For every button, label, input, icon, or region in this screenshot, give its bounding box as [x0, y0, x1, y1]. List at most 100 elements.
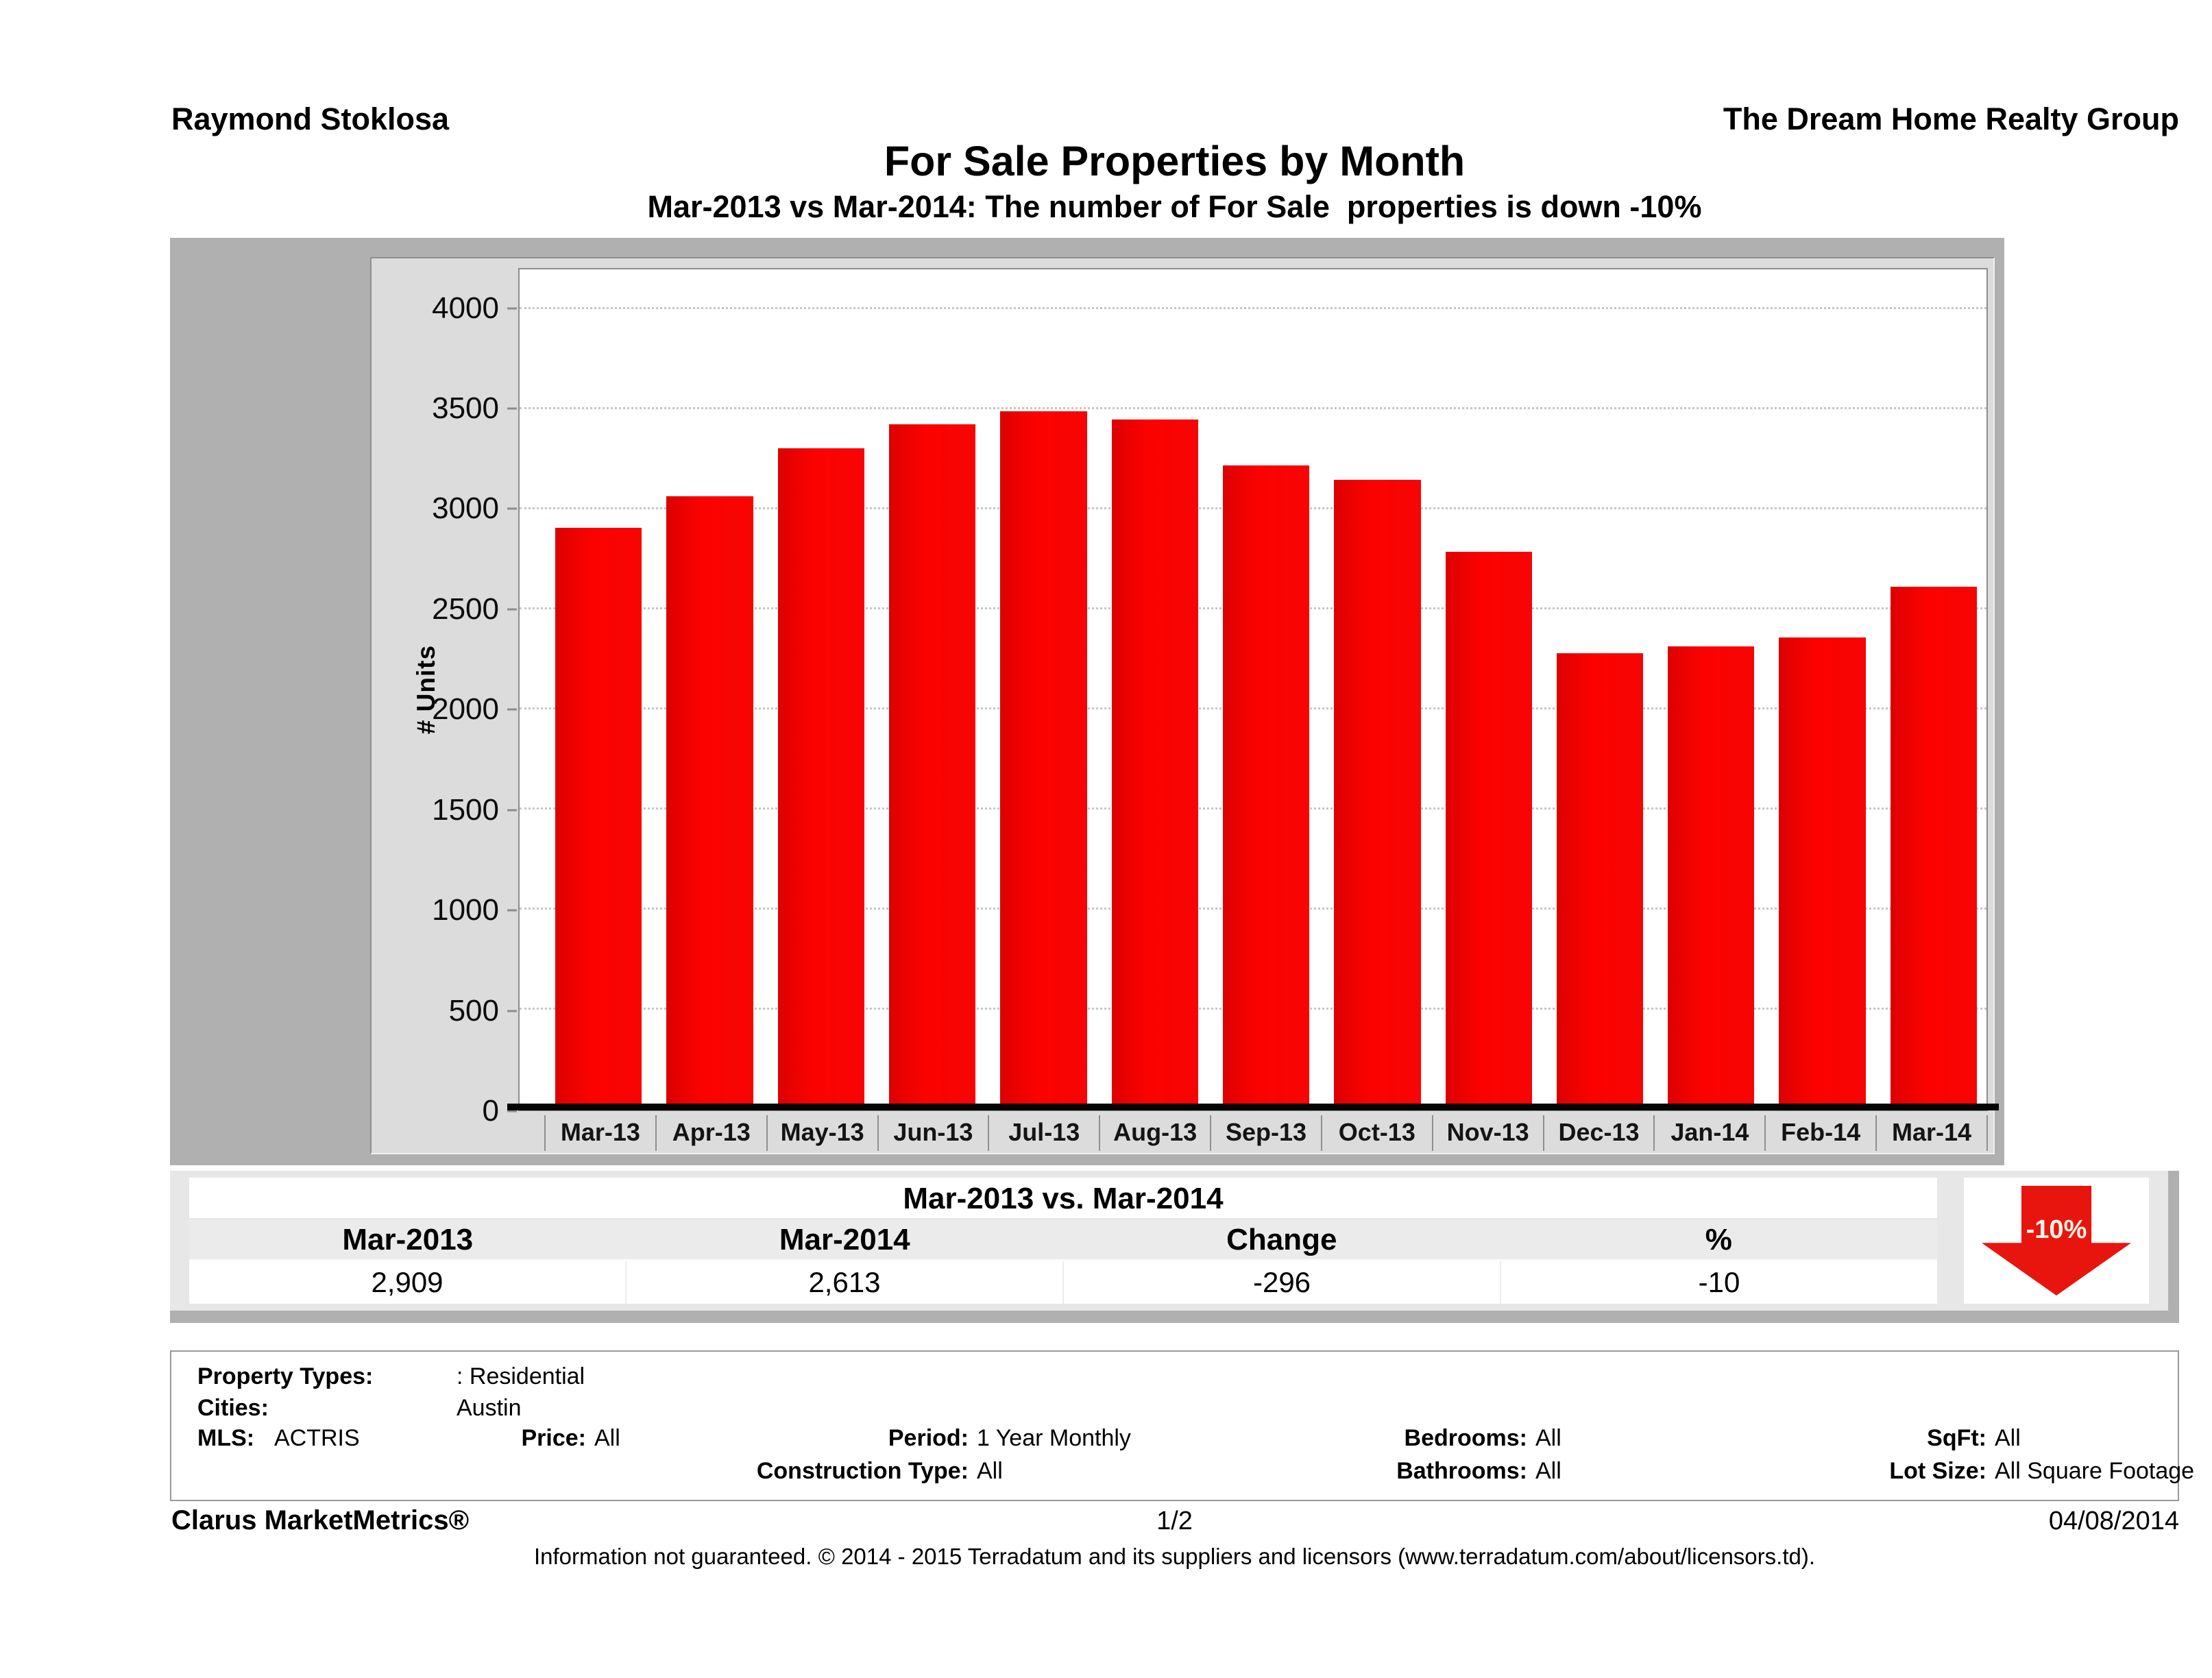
- price-label: Price:: [521, 1425, 587, 1451]
- x-axis-label: Jun-13: [877, 1115, 988, 1151]
- chart-section: # Units 0 500 1000 1500 2000 2500 3000 3500 4000…: [170, 238, 2004, 1165]
- page-indicator: 1/2: [1156, 1507, 1193, 1535]
- y-axis-tick: [507, 307, 517, 310]
- bar-mar-13: [555, 527, 642, 1110]
- summary-value: -296: [1062, 1261, 1500, 1304]
- bar-slot: [1222, 269, 1310, 1110]
- down-arrow-icon: -10%: [1981, 1186, 2132, 1296]
- x-axis-label: May-13: [766, 1115, 877, 1151]
- summary-value: -10: [1500, 1261, 1937, 1304]
- cities-value: Austin: [457, 1395, 522, 1421]
- bar-may-13: [777, 448, 864, 1110]
- summary-column-header: Change: [1226, 1223, 1337, 1256]
- property-types-label: Property Types:: [197, 1363, 374, 1389]
- x-axis-label: Sep-13: [1210, 1115, 1321, 1151]
- company-name: The Dream Home Realty Group: [1723, 101, 2179, 136]
- bar-slot: [666, 269, 753, 1110]
- y-axis-tick: [507, 708, 517, 711]
- x-axis-labels: Mar-13 Apr-13 May-13 Jun-13 Jul-13 Aug-13 Sep-…: [544, 1115, 1988, 1151]
- y-axis-tick-label: 2500: [432, 592, 499, 626]
- gridline: [520, 307, 1986, 310]
- bar-slot: [555, 269, 642, 1110]
- construction-type-value: All: [977, 1458, 1003, 1484]
- bedrooms-value: All: [1535, 1425, 1561, 1451]
- x-axis-label: Aug-13: [1099, 1115, 1210, 1151]
- summary-value: 2,909: [371, 1266, 443, 1298]
- mls-value: ACTRIS: [274, 1425, 360, 1451]
- lot-size-label: Lot Size:: [1889, 1458, 1986, 1484]
- summary-column-header: Mar-2014: [779, 1223, 910, 1256]
- bar-jun-13: [888, 424, 976, 1110]
- y-axis-tick-label: 500: [448, 993, 499, 1028]
- bar-slot: [1445, 269, 1532, 1110]
- x-axis-label: Feb-14: [1764, 1115, 1875, 1151]
- footer-brand: Clarus MarketMetrics®: [171, 1505, 470, 1535]
- bar-slot: [1000, 269, 1087, 1110]
- trend-badge-label: -10%: [2026, 1215, 2087, 1245]
- y-axis-tick: [507, 1110, 517, 1112]
- summary-section: Mar-2013 vs. Mar-2014 Mar-2013 Mar-2014 …: [170, 1171, 2179, 1323]
- summary-data-row: 2,909 2,613 -296 -10: [189, 1261, 1937, 1304]
- disclaimer: Information not guaranteed. © 2014 - 201…: [533, 1544, 1815, 1569]
- bar-apr-13: [666, 496, 753, 1110]
- bar-oct-13: [1334, 479, 1421, 1110]
- y-axis-tick: [507, 809, 517, 812]
- price-value: All: [594, 1425, 620, 1451]
- bar-jan-14: [1668, 646, 1755, 1110]
- x-axis-line: [507, 1104, 1999, 1110]
- x-axis-label: Jan-14: [1653, 1115, 1764, 1151]
- bar-jul-13: [1000, 411, 1087, 1110]
- report-title: For Sale Properties by Month: [884, 138, 1466, 184]
- summary-column-header: %: [1705, 1223, 1732, 1256]
- summary-table: Mar-2013 vs. Mar-2014 Mar-2013 Mar-2014 …: [189, 1178, 1937, 1304]
- y-axis-tick: [507, 608, 517, 611]
- x-axis-label: Mar-14: [1875, 1115, 1988, 1151]
- bathrooms-value: All: [1535, 1458, 1561, 1484]
- y-axis-tick-label: 1500: [432, 792, 499, 827]
- trend-badge-box: -10%: [1964, 1178, 2149, 1304]
- plot-area: [507, 268, 1999, 1111]
- y-axis-tick-label: 0: [482, 1094, 499, 1128]
- bathrooms-label: Bathrooms:: [1396, 1458, 1527, 1484]
- bar-slot: [1556, 269, 1644, 1110]
- bar-mar-14: [1890, 587, 1978, 1110]
- report-date: 04/08/2014: [2048, 1507, 2179, 1535]
- chart-panel: # Units 0 500 1000 1500 2000 2500 3000 3500 4000…: [370, 257, 1999, 1154]
- x-axis-label: Oct-13: [1320, 1115, 1432, 1151]
- y-axis-tick-label: 2000: [432, 692, 499, 727]
- period-value: 1 Year Monthly: [977, 1425, 1131, 1451]
- bars: [520, 269, 1986, 1110]
- y-axis-tick-label: 1000: [432, 893, 499, 927]
- bar-slot: [1111, 269, 1198, 1110]
- bar-slot: [777, 269, 864, 1110]
- x-axis-label: Nov-13: [1431, 1115, 1543, 1151]
- y-axis-ticks: [507, 268, 517, 1112]
- bar-slot: [1890, 269, 1978, 1110]
- bar-aug-13: [1111, 419, 1198, 1110]
- gridline: [520, 407, 1986, 410]
- bar-nov-13: [1445, 551, 1532, 1110]
- y-axis-tick-label: 4000: [432, 291, 499, 325]
- sqft-value: All: [1995, 1425, 2021, 1451]
- cities-label: Cities:: [197, 1395, 269, 1421]
- summary-column-header: Mar-2013: [342, 1223, 474, 1256]
- bar-sep-13: [1222, 465, 1310, 1110]
- y-axis-tick: [507, 909, 517, 912]
- x-axis-label: Mar-13: [544, 1115, 655, 1151]
- property-types-value: : Residential: [457, 1363, 585, 1389]
- y-axis-tick: [507, 1010, 517, 1012]
- y-axis-tick: [507, 407, 517, 410]
- summary-header-row: Mar-2013 Mar-2014 Change %: [189, 1220, 1937, 1261]
- bar-slot: [1779, 269, 1866, 1110]
- construction-type-label: Construction Type:: [756, 1458, 969, 1484]
- x-axis-label: Apr-13: [655, 1115, 766, 1151]
- bar-feb-14: [1779, 637, 1866, 1110]
- y-axis-tick-label: 3000: [432, 491, 499, 526]
- bar-slot: [888, 269, 976, 1110]
- bar-slot: [1334, 269, 1421, 1110]
- lot-size-value: All Square Footage: [1995, 1458, 2195, 1484]
- summary-title: Mar-2013 vs. Mar-2014: [189, 1178, 1937, 1220]
- y-axis-tick-label: 3500: [432, 391, 499, 425]
- agent-name: Raymond Stoklosa: [171, 101, 450, 136]
- criteria-section: Property Types: : Residential Cities: Au…: [170, 1350, 2194, 1501]
